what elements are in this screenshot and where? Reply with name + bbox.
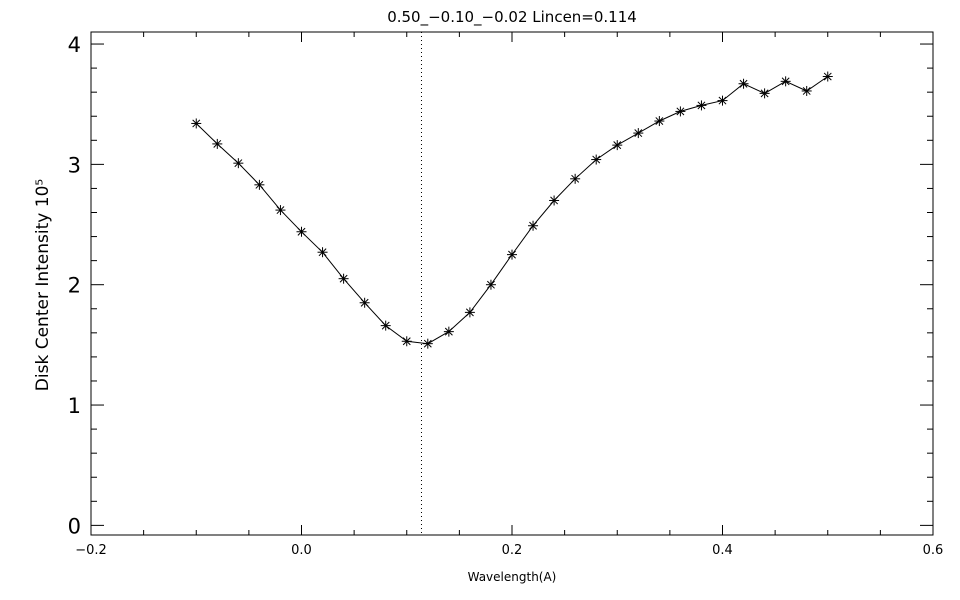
plot-frame	[90, 31, 934, 536]
data-point	[591, 154, 602, 165]
data-point	[759, 88, 770, 99]
data-point	[738, 78, 749, 89]
data-point	[212, 138, 223, 149]
data-point	[570, 173, 581, 184]
marker-stroke	[676, 107, 685, 116]
marker-stroke	[508, 250, 516, 259]
marker-stroke	[213, 139, 222, 148]
marker-stroke	[192, 119, 201, 128]
marker-stroke	[234, 159, 243, 168]
data-point	[359, 297, 370, 308]
marker-stroke	[760, 89, 769, 98]
marker-stroke	[381, 321, 390, 330]
marker-stroke	[739, 79, 748, 88]
marker-stroke	[360, 298, 369, 307]
marker-stroke	[465, 308, 474, 317]
marker-stroke	[781, 77, 790, 86]
data-point	[507, 249, 517, 260]
data-point	[696, 100, 707, 111]
marker-stroke	[423, 339, 432, 348]
data-point	[822, 71, 833, 82]
data-point	[380, 320, 391, 331]
x-tick-label: −0.2	[75, 543, 107, 558]
marker-stroke	[655, 117, 664, 126]
data-point	[443, 326, 454, 337]
data-point	[422, 338, 433, 349]
data-point	[633, 128, 644, 139]
data-point	[464, 307, 475, 318]
axis-ticks: −0.2 0.0 0.2 0.4 0.6 0 1 2 3 4	[68, 32, 944, 558]
data-point	[317, 247, 328, 258]
data-point	[338, 273, 349, 284]
y-tick-label: 4	[68, 33, 81, 57]
data-point	[654, 116, 665, 127]
data-point	[191, 118, 202, 129]
marker-stroke	[550, 196, 559, 205]
y-tick-label: 3	[68, 153, 81, 177]
data-point	[801, 85, 812, 96]
x-tick-label: 0.6	[923, 543, 944, 558]
marker-stroke	[802, 87, 811, 95]
marker-stroke	[402, 337, 411, 346]
x-tick-label: 0.4	[712, 543, 733, 558]
marker-stroke	[255, 180, 264, 189]
marker-stroke	[634, 129, 643, 138]
y-tick-label: 0	[68, 514, 81, 538]
series-line-group	[191, 71, 833, 349]
data-point	[296, 226, 307, 237]
marker-stroke	[718, 96, 727, 105]
marker-stroke	[571, 174, 580, 183]
data-point	[717, 95, 728, 106]
x-tick-label: 0.2	[502, 543, 523, 558]
marker-stroke	[444, 327, 453, 336]
y-tick-label: 2	[68, 274, 81, 298]
marker-stroke	[592, 155, 601, 164]
data-point	[254, 179, 265, 190]
data-point	[780, 76, 791, 87]
data-point	[401, 336, 412, 347]
data-point	[549, 195, 560, 206]
marker-stroke	[697, 101, 706, 110]
data-point	[233, 158, 244, 169]
data-point	[612, 140, 623, 151]
data-point	[675, 106, 686, 117]
marker-stroke	[529, 221, 538, 230]
marker-stroke	[339, 274, 348, 283]
marker-stroke	[486, 280, 495, 289]
y-axis-label: Disk Center Intensity 10⁵	[33, 179, 53, 391]
x-axis-label: Wavelength(A)	[468, 570, 557, 584]
marker-stroke	[613, 141, 622, 150]
data-point	[485, 279, 496, 290]
chart-title: 0.50_−0.10_−0.02 Lincen=0.114	[387, 8, 637, 27]
marker-stroke	[297, 227, 306, 236]
marker-stroke	[276, 206, 285, 215]
data-point	[528, 220, 539, 231]
y-tick-label: 1	[68, 394, 81, 418]
x-tick-label: 0.0	[291, 543, 312, 558]
data-point	[275, 205, 286, 216]
series-line	[195, 76, 828, 345]
marker-stroke	[823, 72, 832, 81]
marker-stroke	[318, 248, 327, 257]
